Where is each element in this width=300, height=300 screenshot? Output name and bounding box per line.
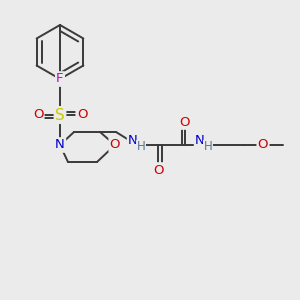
Text: N: N <box>128 134 138 148</box>
Text: O: O <box>258 139 268 152</box>
Text: O: O <box>180 116 190 128</box>
Text: O: O <box>110 139 120 152</box>
Text: O: O <box>77 109 87 122</box>
Text: O: O <box>153 164 163 176</box>
Text: H: H <box>136 140 146 154</box>
Text: F: F <box>56 73 64 85</box>
Text: S: S <box>55 107 65 122</box>
Text: H: H <box>204 140 212 154</box>
Text: N: N <box>195 134 205 148</box>
Text: O: O <box>33 109 43 122</box>
Text: N: N <box>55 139 65 152</box>
